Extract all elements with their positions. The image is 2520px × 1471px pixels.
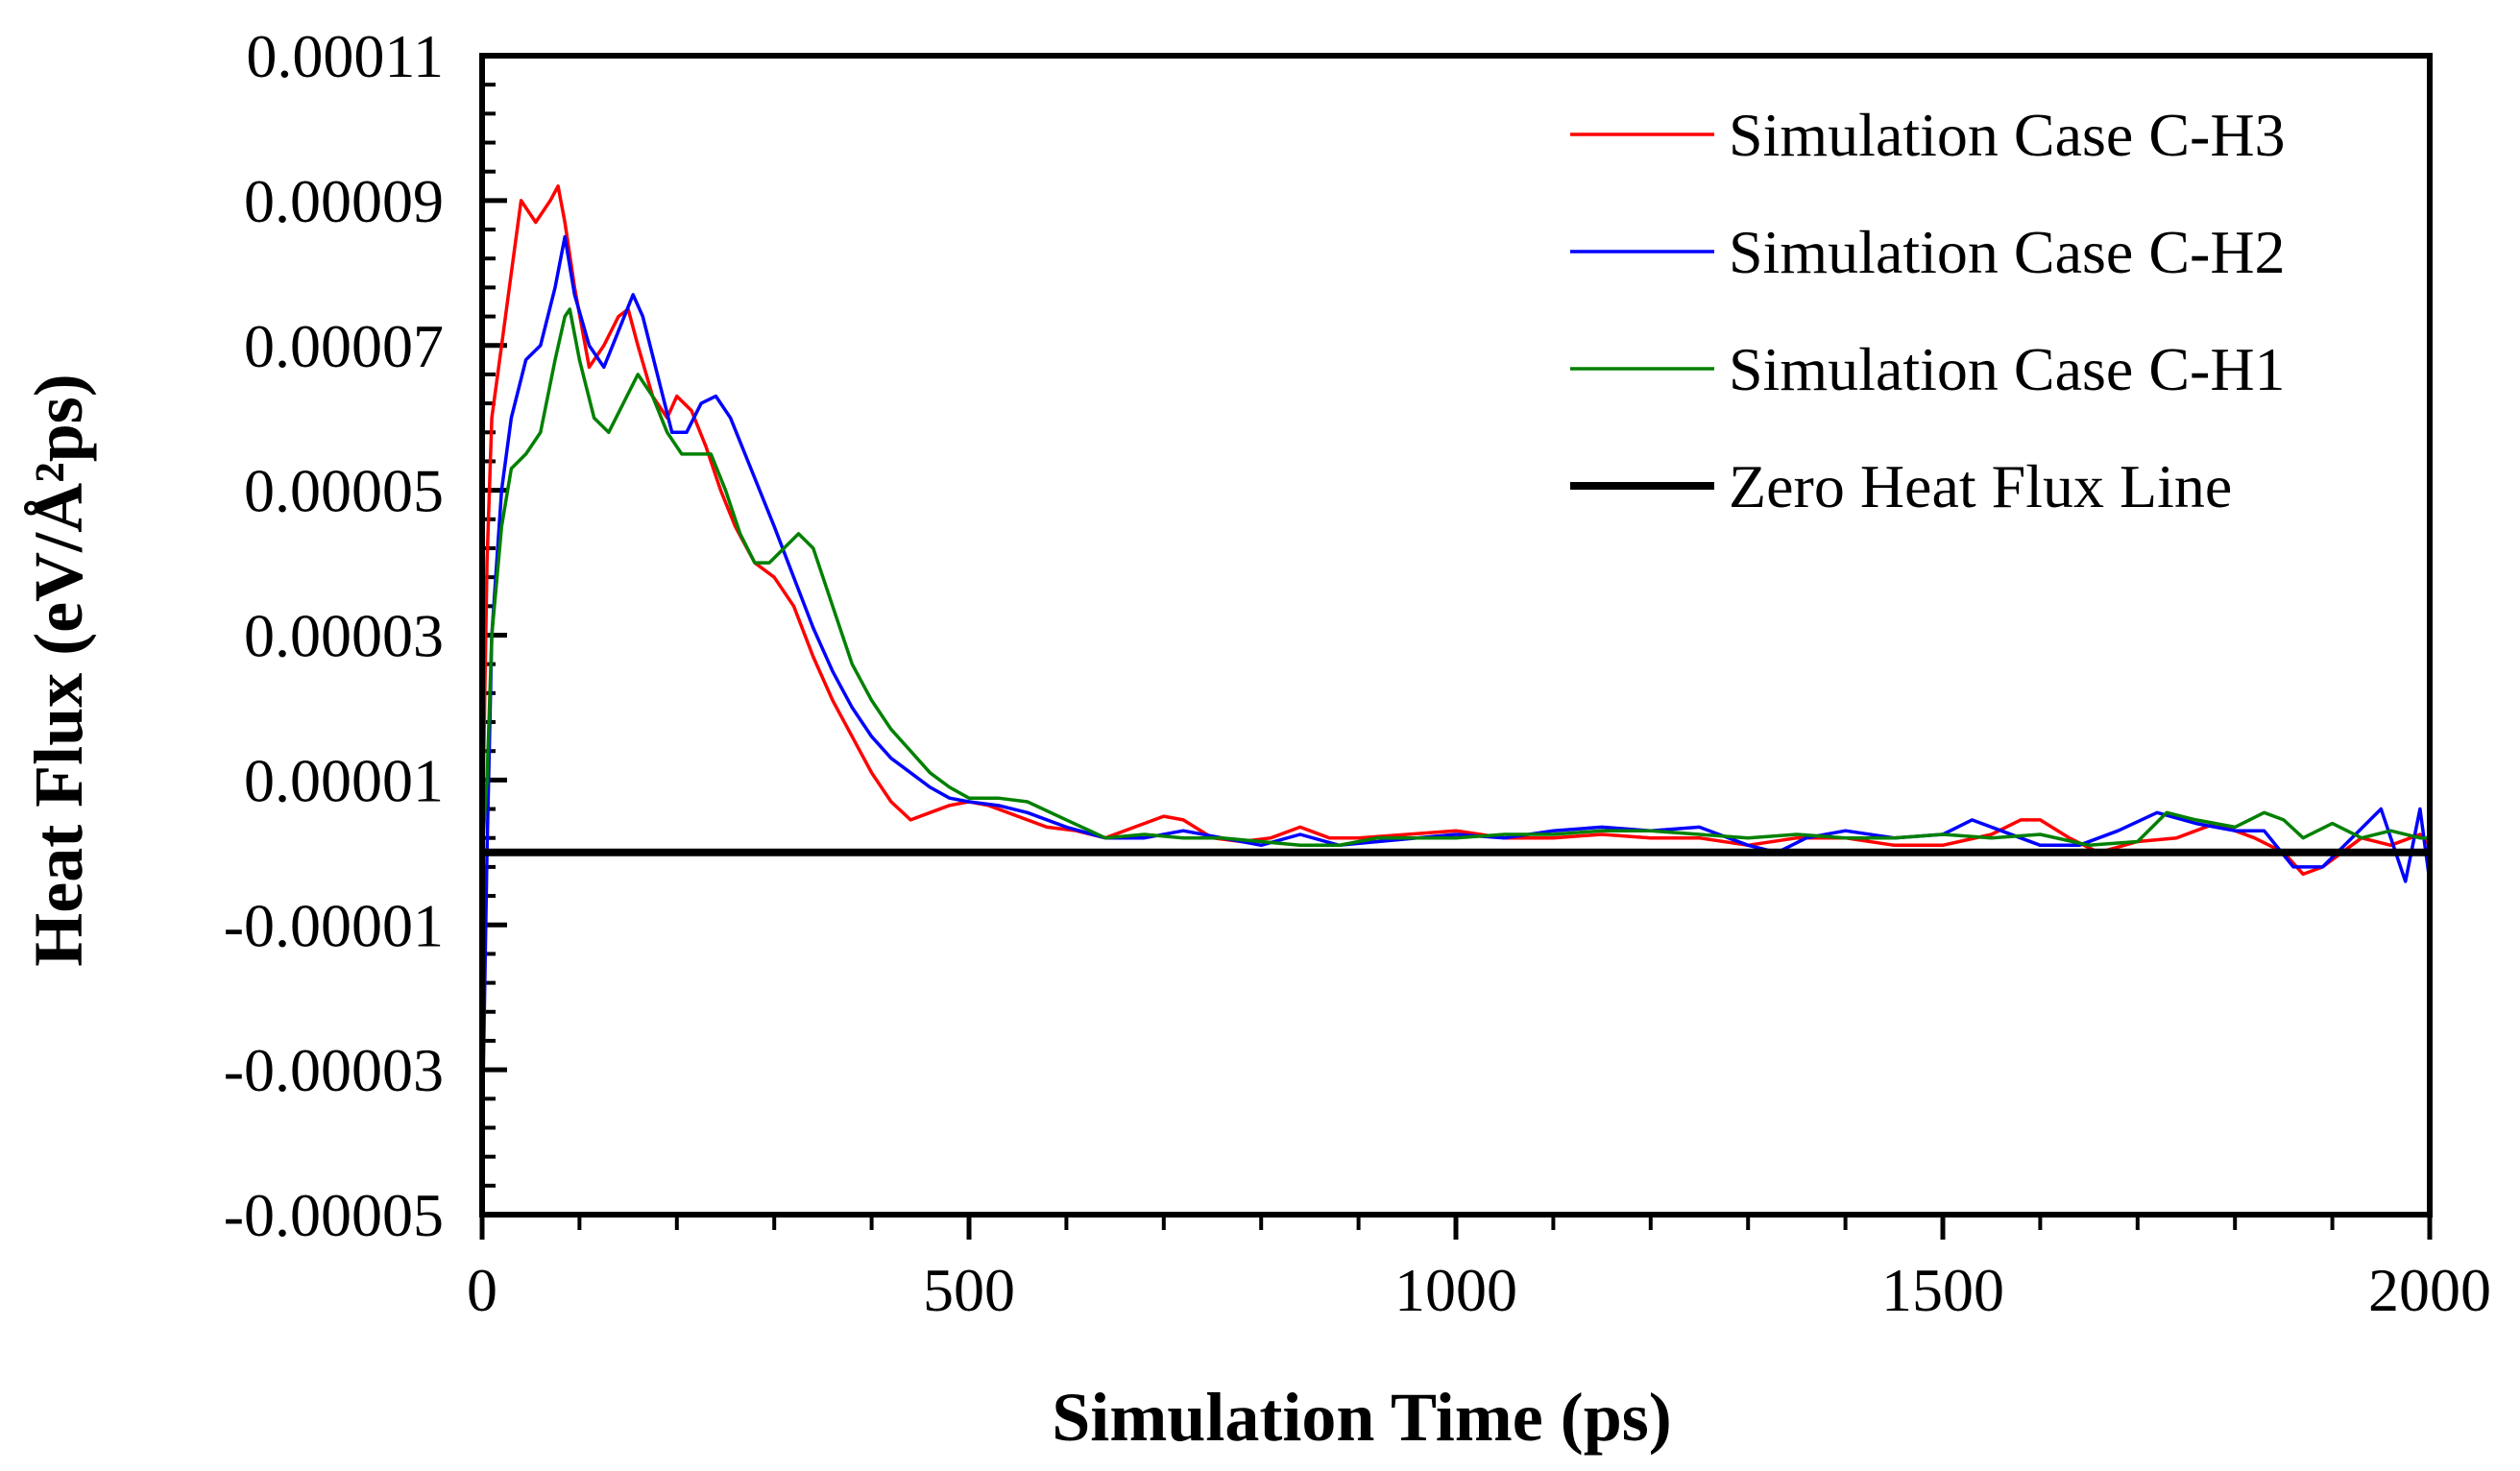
plot-frame xyxy=(479,53,2433,1218)
legend-label: Simulation Case C-H2 xyxy=(1729,218,2286,286)
y-tick-label: 0.00007 xyxy=(244,312,444,380)
x-tick-label: 1500 xyxy=(1881,1256,2004,1324)
y-tick-label: 0.00001 xyxy=(244,746,444,814)
legend-label: Simulation Case C-H1 xyxy=(1729,335,2286,403)
y-tick-label: 0.00003 xyxy=(244,602,444,670)
y-tick-label: 0.00009 xyxy=(244,167,444,235)
x-axis-title: Simulation Time (ps) xyxy=(1052,1379,1671,1456)
x-tick-label: 500 xyxy=(923,1256,1015,1324)
y-tick-label: 0.00005 xyxy=(244,457,444,525)
y-tick-label: -0.00005 xyxy=(224,1181,444,1249)
x-tick-label: 0 xyxy=(467,1256,497,1324)
series-line-simulation-case-c-h1 xyxy=(480,307,2430,853)
tick-labels: -0.00005 -0.00003 -0.00001 0.00001 0.00003 0.… xyxy=(224,22,2491,1324)
y-tick-label: -0.00001 xyxy=(224,891,444,959)
x-tick-label: 2000 xyxy=(2368,1256,2491,1324)
legend-label: Simulation Case C-H3 xyxy=(1729,101,2286,169)
x-tick-label: 1000 xyxy=(1394,1256,1517,1324)
y-tick-label: 0.00011 xyxy=(246,22,444,90)
series-lines xyxy=(480,184,2432,1143)
legend-label: Zero Heat Flux Line xyxy=(1729,452,2232,520)
legend: Simulation Case C-H3 Simulation Case C-H2… xyxy=(1570,101,2286,520)
y-tick-label: -0.00003 xyxy=(224,1036,444,1104)
series-line-simulation-case-c-h2 xyxy=(480,234,2432,1143)
y-axis-title: Heat Flux (eV/Å²ps) xyxy=(20,374,97,967)
